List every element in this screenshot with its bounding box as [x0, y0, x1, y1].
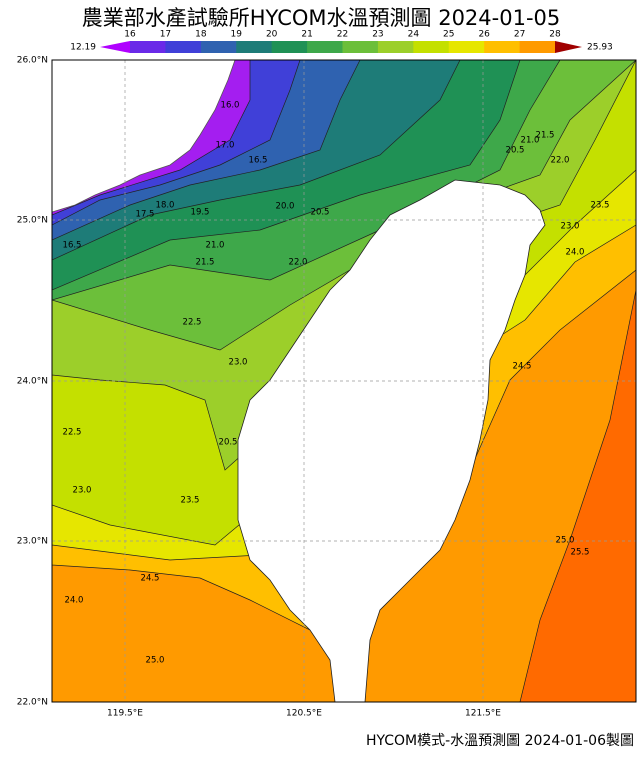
y-label: 24.0°N — [17, 377, 48, 387]
colorbar-low — [100, 41, 130, 53]
contour-label: 17.0 — [216, 141, 235, 151]
colorbar-tick: 25 — [443, 30, 454, 40]
contour-label: 25.5 — [571, 548, 590, 558]
contour-label: 23.0 — [73, 486, 92, 496]
x-label: 120.5°E — [286, 709, 322, 719]
contour-label: 17.5 — [136, 210, 155, 220]
footer-caption: HYCOM模式-水溫預測圖 2024-01-06製圖 — [366, 733, 634, 749]
y-label: 23.0°N — [17, 537, 48, 547]
colorbar-cell — [413, 41, 450, 53]
contour-label: 23.0 — [229, 358, 248, 368]
taiwan — [237, 179, 546, 702]
colorbar-cell — [236, 41, 273, 53]
colorbar-tick: 21 — [301, 30, 312, 40]
colorbar-cell — [519, 41, 556, 53]
colorbar-tick: 16 — [124, 30, 136, 40]
colorbar-cell — [484, 41, 521, 53]
colorbar-high — [555, 41, 582, 53]
colorbar-cell — [130, 41, 166, 53]
colorbar-cell — [342, 41, 379, 53]
contour-label: 21.5 — [196, 258, 215, 268]
china-coast — [52, 60, 236, 213]
contour-label: 21.5 — [536, 131, 555, 141]
contour-label: 16.5 — [63, 241, 82, 251]
contour-label: 16.0 — [221, 101, 240, 111]
map-frame — [51, 59, 637, 703]
colorbar-tick: 28 — [549, 30, 561, 40]
contour-label: 22.0 — [289, 258, 308, 268]
colorbar-tick: 19 — [231, 30, 243, 40]
colorbar-tick: 23 — [372, 30, 383, 40]
x-label: 121.5°E — [465, 709, 501, 719]
colorbar-cell — [377, 41, 414, 53]
map-layers — [52, 60, 636, 702]
contour-label: 22.5 — [183, 318, 202, 328]
contour-label: 24.0 — [566, 248, 585, 258]
colorbar-cell — [200, 41, 237, 53]
contour-label: 24.0 — [65, 596, 84, 606]
colorbar-tick: 22 — [337, 30, 348, 40]
contour-label: 24.5 — [513, 362, 532, 372]
y-label: 26.0°N — [17, 56, 48, 66]
contour-label: 18.0 — [156, 201, 175, 211]
x-label: 119.5°E — [107, 709, 143, 719]
contour-label: 23.5 — [181, 496, 200, 506]
contour-label: 19.5 — [191, 208, 210, 218]
contour-label: 22.5 — [63, 428, 82, 438]
contour-label: 22.0 — [551, 156, 570, 166]
colorbar-tick: 17 — [160, 30, 171, 40]
contour-label: 24.5 — [141, 574, 160, 584]
contour-label: 21.0 — [206, 241, 225, 251]
contour-label: 20.5 — [219, 438, 238, 448]
contour-label: 20.0 — [276, 202, 295, 212]
contour-label: 21.0 — [521, 136, 540, 146]
contour-label: 23.0 — [561, 222, 580, 232]
y-label: 22.0°N — [17, 698, 48, 708]
contour-label: 20.5 — [311, 208, 330, 218]
colorbar-tick: 24 — [408, 30, 420, 40]
contour-label: 23.5 — [591, 201, 610, 211]
colorbar-cell — [307, 41, 343, 53]
colorbar-cell — [271, 41, 308, 53]
colorbar-tick: 18 — [195, 30, 207, 40]
colorbar-tick: 20 — [266, 30, 278, 40]
contour-label: 25.0 — [146, 656, 165, 666]
colorbar-max: 25.93 — [587, 43, 613, 53]
colorbar-tick: 26 — [478, 30, 490, 40]
y-label: 25.0°N — [17, 216, 48, 226]
colorbar-tick: 27 — [514, 30, 525, 40]
colorbar-cell — [165, 41, 202, 53]
colorbar-min: 12.19 — [70, 43, 96, 53]
contour-label: 25.0 — [556, 536, 575, 546]
colorbar-cell — [448, 41, 485, 53]
contour-label: 16.5 — [249, 156, 268, 166]
contour-label: 20.5 — [506, 146, 525, 156]
title: 農業部水產試驗所HYCOM水溫預測圖 2024-01-05 — [82, 6, 561, 30]
